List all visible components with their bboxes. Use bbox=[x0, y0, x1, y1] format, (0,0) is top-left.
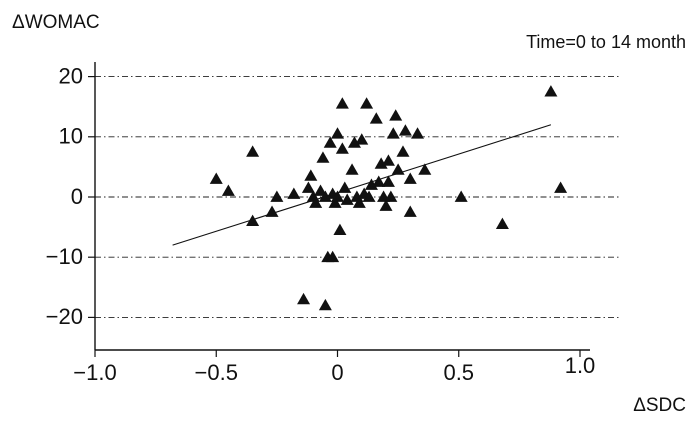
data-point bbox=[495, 217, 509, 229]
data-point bbox=[335, 142, 349, 154]
data-point bbox=[398, 124, 412, 136]
data-point bbox=[360, 97, 374, 109]
data-points bbox=[209, 85, 568, 311]
y-tick-label: 10 bbox=[59, 124, 83, 149]
data-point bbox=[318, 190, 332, 202]
data-point bbox=[411, 127, 425, 139]
x-axis-title: ΔSDC bbox=[633, 395, 686, 416]
data-point bbox=[314, 184, 328, 196]
data-point bbox=[209, 172, 223, 184]
data-point bbox=[246, 214, 260, 226]
x-tick-label: −0.5 bbox=[195, 360, 238, 385]
data-point bbox=[386, 127, 400, 139]
x-tick-labels: −1.0 −0.5 0 0.5 1.0 bbox=[73, 350, 595, 385]
data-point bbox=[374, 157, 388, 169]
data-point bbox=[246, 145, 260, 157]
data-point bbox=[403, 172, 417, 184]
data-point bbox=[544, 85, 558, 97]
trendline-group bbox=[172, 124, 552, 246]
data-point bbox=[364, 178, 378, 190]
data-point bbox=[304, 169, 318, 181]
data-point bbox=[418, 163, 432, 175]
data-point bbox=[403, 205, 417, 217]
data-point bbox=[340, 193, 354, 205]
data-point bbox=[335, 97, 349, 109]
x-tick-label: 0 bbox=[331, 360, 343, 385]
data-point bbox=[369, 112, 383, 124]
data-point bbox=[381, 154, 395, 166]
x-tick-label: −1.0 bbox=[73, 360, 116, 385]
data-point bbox=[331, 190, 344, 202]
data-point bbox=[554, 181, 568, 193]
trendline bbox=[172, 124, 552, 246]
data-point bbox=[355, 133, 369, 145]
x-tick-label: 1.0 bbox=[565, 353, 596, 378]
data-point bbox=[389, 109, 403, 121]
data-point bbox=[396, 145, 410, 157]
data-point bbox=[326, 250, 340, 263]
axes bbox=[94, 62, 590, 351]
data-point bbox=[352, 196, 366, 208]
data-point bbox=[331, 127, 344, 139]
data-point bbox=[287, 187, 301, 199]
data-point bbox=[379, 199, 393, 211]
data-point bbox=[345, 163, 359, 175]
y-axis-title: ΔWOMAC bbox=[12, 12, 100, 33]
data-point bbox=[301, 181, 315, 193]
data-point bbox=[333, 223, 347, 235]
data-point bbox=[318, 298, 332, 311]
data-point bbox=[391, 163, 405, 175]
data-point bbox=[297, 292, 311, 305]
y-tick-label: 0 bbox=[71, 184, 83, 209]
y-tick-label: 20 bbox=[59, 63, 83, 88]
y-tick-labels: 20 10 0 −10 −20 bbox=[46, 63, 83, 329]
data-point bbox=[372, 175, 386, 187]
data-point bbox=[316, 151, 330, 163]
data-point bbox=[381, 175, 395, 187]
data-point bbox=[454, 190, 468, 202]
y-tick-label: −20 bbox=[46, 304, 83, 329]
time-annotation: Time=0 to 14 month bbox=[526, 32, 686, 52]
data-point bbox=[357, 187, 371, 199]
y-tick-label: −10 bbox=[46, 244, 83, 269]
data-point bbox=[270, 190, 284, 202]
data-point bbox=[347, 136, 361, 148]
data-point bbox=[265, 205, 279, 217]
x-tick-label: 0.5 bbox=[443, 360, 474, 385]
data-point bbox=[221, 184, 235, 196]
data-point bbox=[328, 196, 342, 208]
data-point bbox=[309, 196, 323, 208]
data-point bbox=[384, 190, 398, 202]
data-point bbox=[323, 136, 337, 148]
data-point bbox=[338, 181, 352, 193]
